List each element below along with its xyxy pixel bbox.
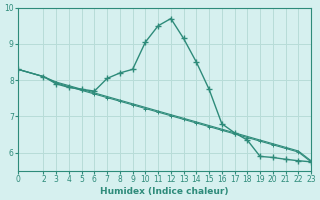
X-axis label: Humidex (Indice chaleur): Humidex (Indice chaleur) <box>100 187 229 196</box>
